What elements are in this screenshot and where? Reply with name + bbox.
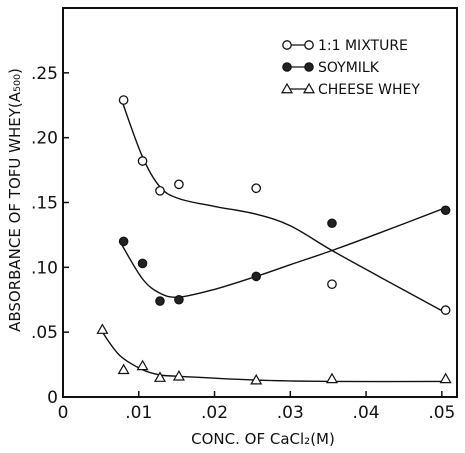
curve-1-1-mixture (121, 101, 446, 314)
legend-marker (280, 82, 294, 94)
point-soymilk (440, 205, 451, 216)
y-tick-label: .10 (31, 258, 58, 278)
legend-marker (282, 62, 292, 72)
legend-marker (282, 40, 292, 50)
x-axis: 0 .01 .02 .03 .04 .05 (58, 391, 455, 423)
plot-frame (62, 7, 458, 398)
point-cheese-whey (250, 373, 263, 385)
y-tick-label: .15 (31, 194, 58, 214)
x-tick-label: 0 (58, 403, 69, 423)
point-soymilk (155, 296, 165, 306)
point-1-1-mixture (118, 95, 129, 105)
point-soymilk (251, 271, 262, 282)
point-cheese-whey (117, 363, 130, 375)
point-cheese-whey (325, 372, 339, 384)
legend-label: 1:1 MIXTURE (318, 38, 408, 54)
point-soymilk (327, 218, 337, 229)
legend: 1:1 MIXTURE SOYMILK CHEESE WHEY (280, 38, 420, 98)
x-axis-title: CONC. OF CaCl₂(M) (191, 430, 335, 448)
legend-marker (304, 62, 314, 72)
plot-border (62, 7, 458, 398)
legend-label: CHEESE WHEY (318, 82, 420, 98)
legend-marker (304, 40, 314, 50)
y-tick-label: .20 (31, 129, 58, 149)
point-1-1-mixture (440, 305, 451, 315)
curve-soymilk (121, 207, 446, 299)
y-tick-label: .25 (31, 64, 58, 84)
point-soymilk (118, 236, 129, 247)
fitted-curves (101, 101, 446, 383)
data-markers (96, 95, 452, 385)
point-1-1-mixture (251, 183, 262, 194)
x-tick-label: .02 (201, 403, 228, 423)
point-soymilk (174, 294, 184, 305)
point-cheese-whey (439, 372, 452, 384)
point-cheese-whey (96, 323, 109, 334)
point-1-1-mixture (137, 156, 148, 166)
legend-label: SOYMILK (318, 60, 380, 76)
legend-marker (302, 82, 316, 94)
y-tick-label: 0 (47, 388, 58, 408)
point-cheese-whey (153, 371, 167, 382)
y-axis-title: ABSORBANCE OF TOFU WHEY(A₅₀₀) (6, 68, 24, 332)
x-tick-label: .03 (277, 403, 304, 423)
point-1-1-mixture (155, 185, 165, 196)
point-1-1-mixture (174, 179, 184, 190)
y-axis: 0 .05 .10 .15 .20 .25 (31, 64, 69, 408)
x-tick-label: .01 (125, 403, 152, 423)
point-cheese-whey (136, 359, 149, 371)
x-tick-label: .04 (353, 403, 380, 423)
point-soymilk (137, 258, 148, 269)
curve-cheese-whey (101, 331, 446, 383)
x-tick-label: .05 (428, 403, 455, 423)
point-1-1-mixture (327, 279, 337, 290)
point-cheese-whey (172, 370, 185, 381)
y-tick-label: .05 (31, 323, 58, 343)
